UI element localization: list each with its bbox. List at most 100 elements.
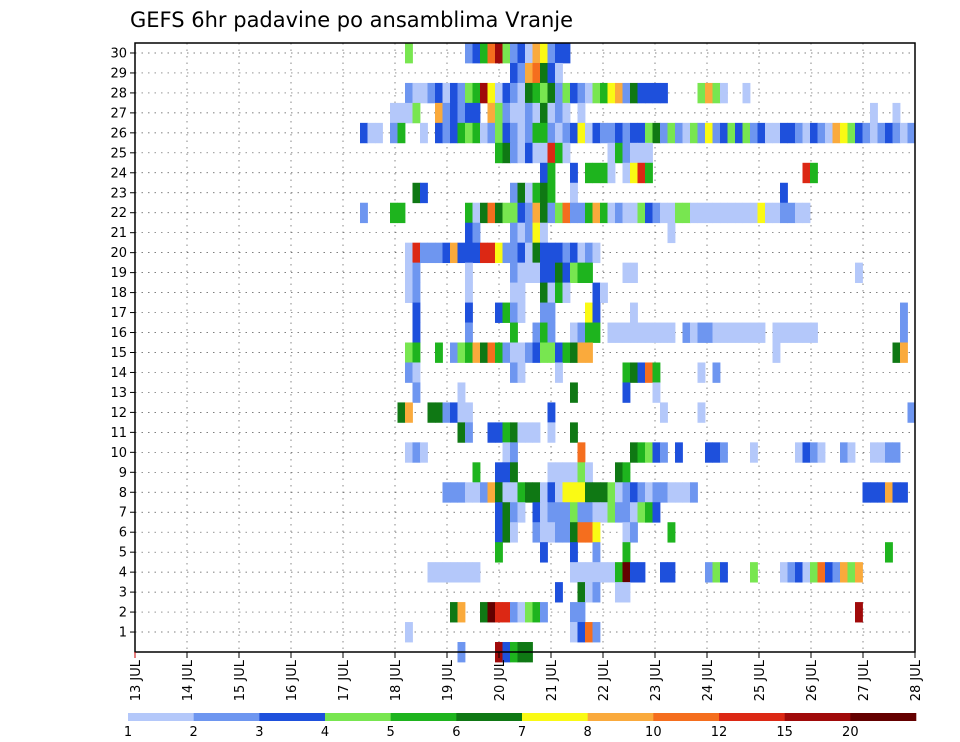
heatmap-cell <box>510 43 518 64</box>
heatmap-cell <box>540 202 548 224</box>
heatmap-cell <box>525 342 533 363</box>
heatmap-cell <box>510 222 518 244</box>
heatmap-cell <box>577 102 586 124</box>
heatmap-cell <box>772 202 781 224</box>
heatmap-cell <box>570 322 578 343</box>
heatmap-cell <box>900 342 908 363</box>
x-tick-label: 14 JUL <box>181 659 196 701</box>
heatmap-cell <box>682 122 691 144</box>
heatmap-cell <box>465 482 473 503</box>
heatmap-cell <box>585 162 593 184</box>
heatmap-cell <box>637 82 646 104</box>
heatmap-cell <box>420 442 428 463</box>
heatmap-cell <box>510 462 518 483</box>
heatmap-cell <box>525 122 533 144</box>
heatmap-cell <box>367 122 376 144</box>
heatmap-cell <box>397 402 406 423</box>
heatmap-cell <box>540 162 548 184</box>
heatmap-cell <box>540 182 548 204</box>
heatmap-cell <box>637 122 646 144</box>
heatmap-cell <box>847 442 856 463</box>
colorbar-swatch <box>325 713 391 721</box>
heatmap-cell <box>585 122 593 144</box>
colorbar-label: 10 <box>645 725 662 740</box>
heatmap-cell <box>397 202 406 224</box>
colorbar-label: 12 <box>711 725 728 740</box>
heatmap-cell <box>390 102 398 124</box>
heatmap-cell <box>570 382 578 403</box>
heatmap-cell <box>637 202 646 224</box>
heatmap-cell <box>517 142 526 164</box>
heatmap-cell <box>712 122 721 144</box>
heatmap-cell <box>562 242 571 264</box>
heatmap-cell <box>675 482 683 503</box>
heatmap-cell <box>405 402 413 423</box>
heatmap-cell <box>615 482 623 503</box>
heatmap-cell <box>472 82 481 104</box>
heatmap-cell <box>510 322 518 343</box>
heatmap-cell <box>540 43 548 64</box>
heatmap-cell <box>622 582 631 603</box>
heatmap-cell <box>585 482 593 503</box>
heatmap-cell <box>510 62 518 84</box>
colorbar-label: 8 <box>584 725 592 740</box>
heatmap-cell <box>570 422 578 443</box>
heatmap-cell <box>532 222 541 244</box>
heatmap-cell <box>517 482 526 503</box>
heatmap-cell <box>757 122 766 144</box>
heatmap-cell <box>525 102 533 124</box>
heatmap-cell <box>810 162 818 184</box>
heatmap-cell <box>472 43 481 64</box>
heatmap-cell <box>405 82 413 104</box>
heatmap-cell <box>532 102 541 124</box>
heatmap-cell <box>420 82 428 104</box>
heatmap-cell <box>412 282 421 303</box>
heatmap-cell <box>907 122 916 144</box>
heatmap-cell <box>810 442 818 463</box>
heatmap-cell <box>397 122 406 144</box>
heatmap-cell <box>547 302 556 323</box>
heatmap-cell <box>472 222 481 244</box>
y-tick-label: 9 <box>119 466 127 481</box>
heatmap-cell <box>517 82 526 104</box>
heatmap-cell <box>480 202 488 224</box>
heatmap-cell <box>532 242 541 264</box>
heatmap-cell <box>457 562 466 583</box>
heatmap-cell <box>622 202 631 224</box>
heatmap-cell <box>720 122 728 144</box>
heatmap-cell <box>712 202 721 224</box>
heatmap-cell <box>510 522 518 543</box>
heatmap-cell <box>502 82 511 104</box>
heatmap-cell <box>630 122 638 144</box>
y-tick-label: 8 <box>119 486 127 501</box>
heatmap-cell <box>540 542 548 563</box>
heatmap-cell <box>577 442 586 463</box>
heatmap-cell <box>570 82 578 104</box>
heatmap-cell <box>607 502 616 523</box>
heatmap-cell <box>810 122 818 144</box>
heatmap-cell <box>585 502 593 523</box>
heatmap-cell <box>607 562 616 583</box>
heatmap-cell <box>682 322 691 343</box>
heatmap-cell <box>780 202 788 224</box>
heatmap-cell <box>547 62 556 84</box>
heatmap-cell <box>510 142 518 164</box>
colorbar-swatch <box>719 713 785 721</box>
heatmap-cell <box>735 202 743 224</box>
heatmap-cell <box>900 122 908 144</box>
heatmap-cell <box>532 142 541 164</box>
heatmap-cell <box>615 322 623 343</box>
heatmap-cell <box>705 322 713 343</box>
heatmap-cell <box>727 122 736 144</box>
heatmap-cell <box>540 142 548 164</box>
heatmap-cell <box>705 562 713 583</box>
heatmap-cell <box>817 442 826 463</box>
heatmap-cell <box>705 202 713 224</box>
colorbar-swatch <box>390 713 457 721</box>
heatmap-cell <box>622 82 631 104</box>
heatmap-cell <box>390 202 398 224</box>
heatmap-cell <box>495 242 503 264</box>
y-tick-label: 4 <box>119 566 127 581</box>
heatmap-cell <box>547 522 556 543</box>
heatmap-cell <box>637 482 646 503</box>
